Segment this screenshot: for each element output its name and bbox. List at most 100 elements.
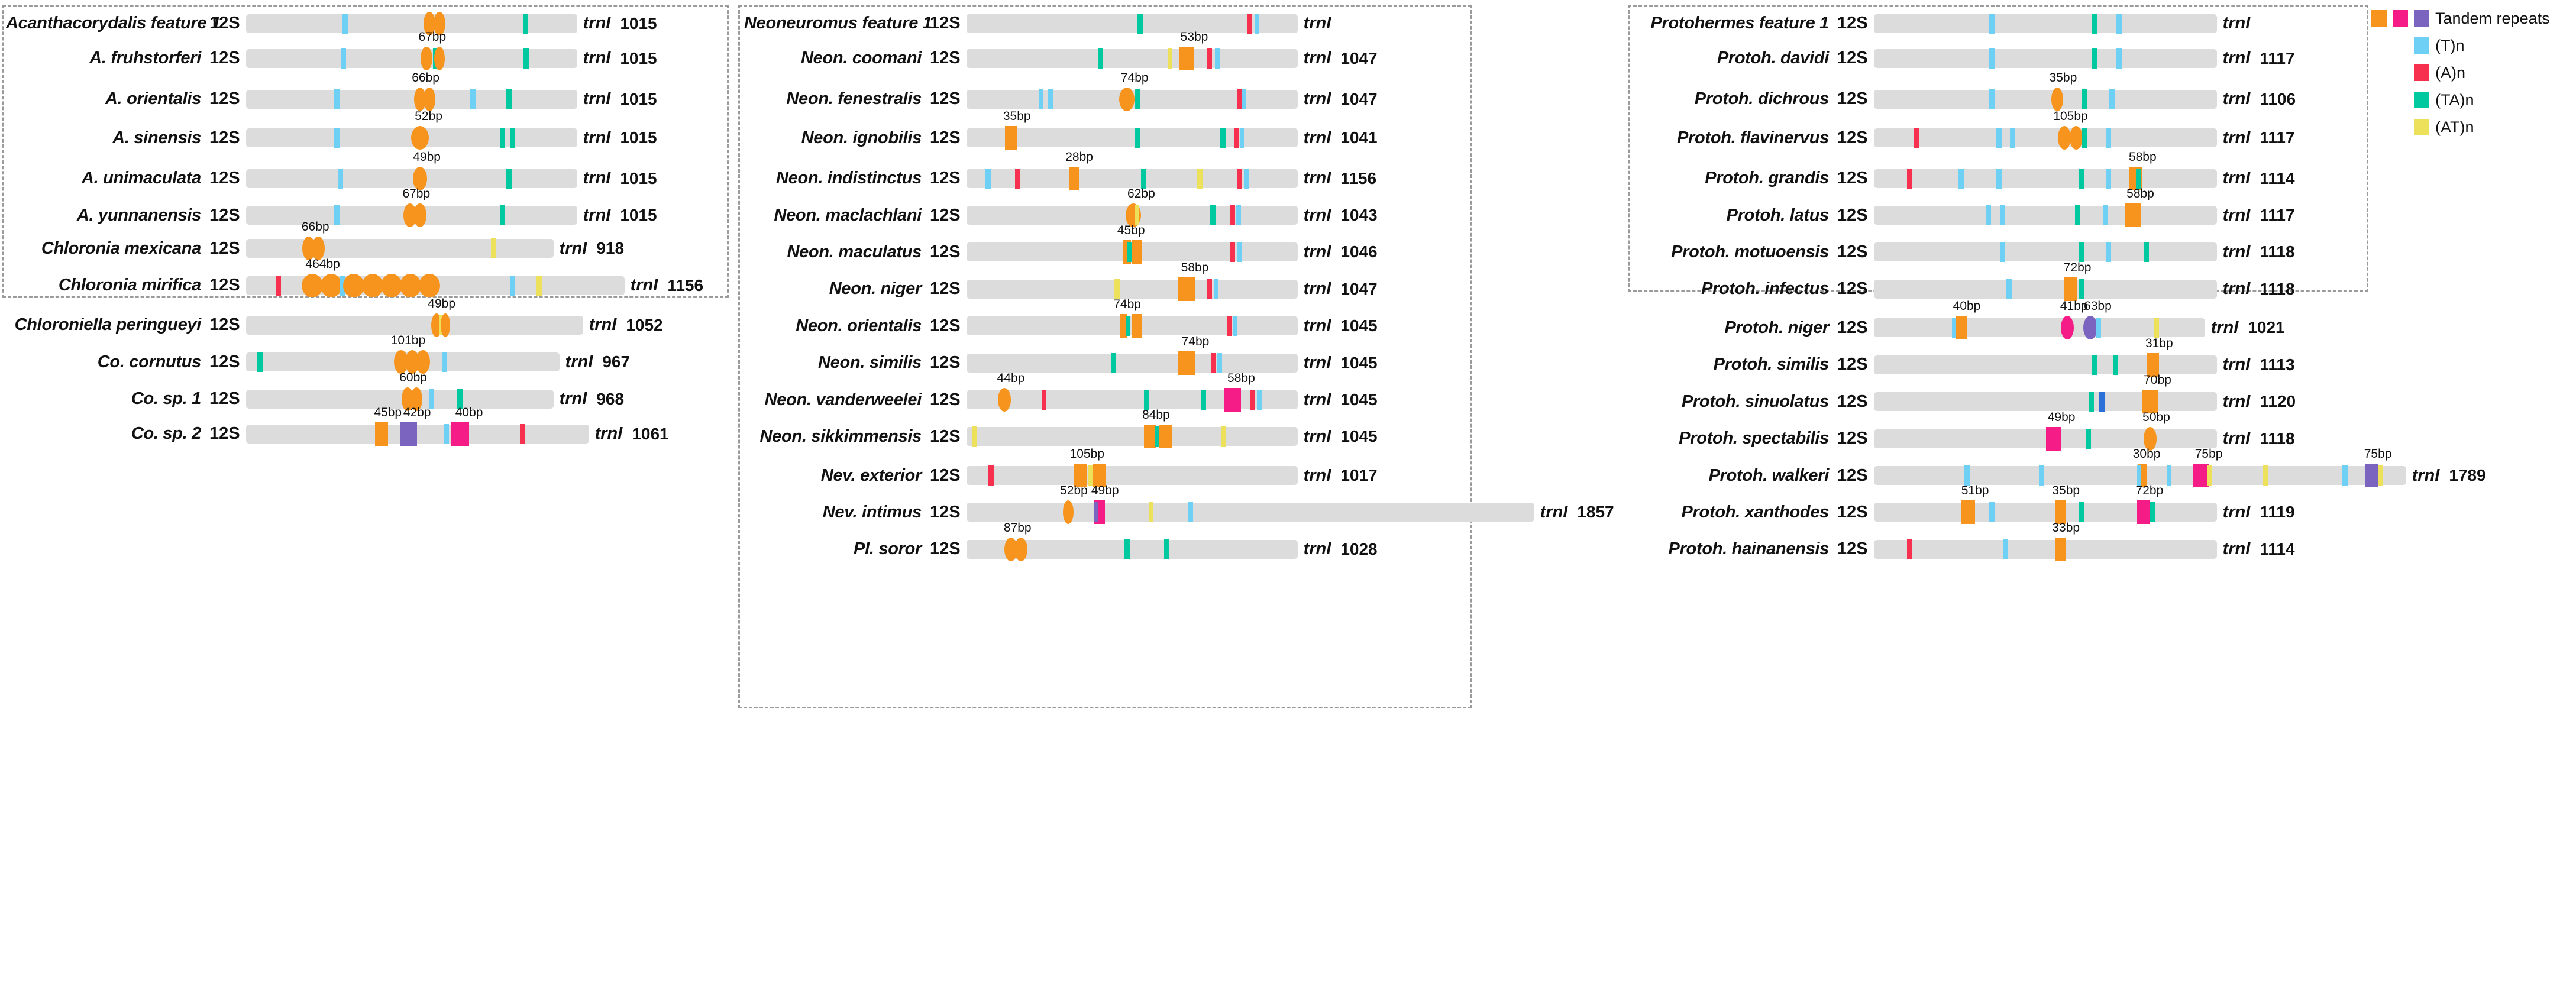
gene-label-trnl: trnI — [2222, 355, 2251, 374]
species-track-row: Nev. exterior 12S 105bp trnI 1017 — [744, 447, 1378, 494]
feature-mark-ta-repeat — [1111, 352, 1117, 373]
feature-mark-ta-repeat — [2075, 205, 2081, 226]
bp-length-label: 70bp — [2144, 373, 2171, 387]
feature-bar: 45bp 42bp 40bp — [245, 406, 589, 447]
feature-mark-ta-repeat — [2079, 168, 2084, 189]
total-length-value: 1045 — [1340, 353, 1378, 372]
feature-mark-a-repeat — [1230, 242, 1236, 263]
feature-mark-t-repeat — [337, 168, 343, 189]
total-length-value: 1015 — [620, 48, 657, 67]
gene-label-trnl: trnI — [583, 128, 611, 147]
feature-mark-ta-repeat — [500, 128, 506, 148]
bp-length-label: 60bp — [399, 370, 427, 384]
gene-label-12s: 12S — [209, 169, 240, 188]
bp-length-label: 75bp — [2194, 447, 2223, 461]
gene-label-trnl: trnI — [1303, 205, 1331, 225]
gene-label-trnl: trnI — [2222, 242, 2251, 261]
feature-mark-tandem-orange — [1961, 500, 1976, 525]
feature-bar: 28bp — [966, 150, 1298, 192]
feature-bar: 45bp — [966, 224, 1298, 265]
bp-length-label: 52bp — [1060, 484, 1088, 498]
species-track-row: Chloronia mexicana 12S 66bp trnI 918 — [6, 220, 624, 267]
bar-background — [245, 424, 589, 444]
bp-length-label: 41bp — [2060, 299, 2088, 313]
bp-length-label: 49bp — [2047, 410, 2076, 424]
total-length-value: 1017 — [1340, 466, 1378, 484]
feature-mark-a-repeat — [1247, 13, 1252, 34]
total-length-value: 1117 — [2260, 128, 2295, 147]
feature-bar: 105bp — [966, 447, 1298, 488]
bar-background — [1873, 242, 2217, 262]
gene-label-trnl: trnI — [2222, 279, 2251, 299]
gene-label-12s: 12S — [1837, 48, 1868, 68]
feature-mark-tandem-orange — [1004, 537, 1018, 561]
feature-mark-a-repeat — [1907, 168, 1912, 189]
gene-label-12s: 12S — [209, 48, 240, 68]
feature-mark-tandem-orange — [2051, 87, 2063, 111]
bp-length-label: 105bp — [2053, 109, 2088, 124]
feature-mark-t-repeat — [1952, 318, 1958, 338]
bp-length-label: 49bp — [428, 296, 456, 310]
gene-label-12s: 12S — [930, 426, 961, 446]
feature-mark-at-repeat — [1168, 48, 1172, 69]
gene-label-trnl: trnI — [1303, 353, 1331, 373]
species-track-row: A. sinensis 12S 52bp trnI 1015 — [6, 109, 657, 157]
gene-label-12s: 12S — [1837, 392, 1868, 411]
feature-mark-tandem-orange — [1956, 316, 1967, 340]
feature-mark-t-repeat — [2003, 539, 2009, 559]
bar-background — [1873, 128, 2217, 148]
bar-background — [1873, 539, 2217, 559]
feature-mark-t-repeat — [1958, 168, 1964, 189]
species-name: Co. sp. 1 — [131, 389, 201, 409]
species-name: Protoh. hainanensis — [1668, 539, 1830, 559]
feature-mark-a-repeat — [1234, 128, 1239, 148]
feature-mark-tandem-magenta — [2061, 316, 2074, 340]
feature-mark-t-repeat — [1989, 89, 1995, 109]
feature-bar: 464bp — [245, 257, 625, 299]
species-name: Chloronia mirifica — [58, 276, 201, 295]
feature-mark-a-repeat — [1237, 168, 1243, 189]
bp-length-label: 67bp — [418, 30, 447, 44]
feature-mark-tandem-orange — [343, 273, 364, 297]
bp-length-label: 44bp — [997, 371, 1025, 386]
feature-mark-t-repeat — [1243, 168, 1249, 189]
feature-mark-a-repeat — [988, 465, 994, 486]
feature-mark-ta-repeat — [1200, 390, 1206, 410]
total-length-value: 1045 — [1340, 390, 1378, 409]
feature-mark-t-repeat — [1964, 465, 1970, 486]
feature-mark-tandem-orange — [424, 87, 436, 111]
gene-label-trnl: trnI — [2210, 318, 2239, 337]
feature-bar: 62bp — [966, 187, 1298, 228]
feature-mark-at-repeat — [1135, 205, 1139, 226]
gene-label-trnl: trnI — [1303, 279, 1331, 299]
species-track-row: Protoh. walkeri 12S 30bp 75bp 75bp trnI 1789 — [1634, 447, 2486, 494]
bp-length-label: 35bp — [2052, 484, 2080, 498]
bp-length-label: 31bp — [2145, 336, 2173, 350]
species-name: Protoh. walkeri — [1708, 465, 1830, 485]
feature-mark-t-repeat — [1986, 205, 1992, 226]
total-length-value: 1117 — [2260, 48, 2295, 67]
total-length-value: 1857 — [1577, 503, 1614, 522]
feature-mark-ta-repeat — [457, 389, 463, 409]
feature-mark-tandem-orange — [2055, 500, 2066, 525]
feature-mark-t-repeat — [1999, 242, 2005, 263]
feature-bar: 33bp — [1873, 521, 2217, 562]
gene-label-trnl: trnI — [583, 89, 611, 109]
feature-mark-t-repeat — [1233, 316, 1238, 337]
feature-mark-tandem-orange — [1063, 500, 1074, 525]
feature-mark-t-repeat — [340, 275, 345, 296]
feature-mark-ta-repeat — [2135, 168, 2141, 189]
feature-mark-tandem-orange — [2147, 352, 2160, 377]
species-track-row: Neoneuromus feature 1 12S trnI — [744, 5, 1331, 43]
total-length-value: 967 — [602, 352, 631, 371]
feature-mark-tandem-purple — [1093, 502, 1098, 523]
species-track-row: Neon. coomani 12S 53bp trnI 1047 — [744, 30, 1378, 77]
gene-label-12s: 12S — [1837, 14, 1868, 33]
total-length-value: 1052 — [626, 315, 663, 334]
gene-label-12s: 12S — [1837, 89, 1868, 109]
total-length-value: 1118 — [2260, 279, 2295, 298]
feature-mark-tandem-orange — [413, 87, 426, 111]
total-length-value: 1118 — [2260, 429, 2295, 448]
feature-bar — [966, 11, 1298, 37]
bp-length-label: 87bp — [1003, 520, 1032, 535]
